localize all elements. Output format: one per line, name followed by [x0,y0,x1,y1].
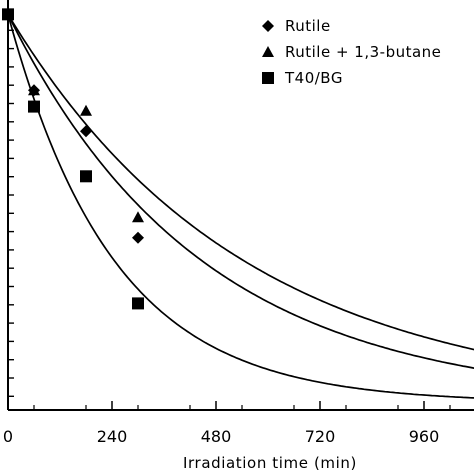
fit-curve [7,14,474,369]
legend-diamond-icon [262,20,274,32]
fit-curve [7,13,474,351]
x-axis-tick-label: 480 [201,427,232,446]
x-axis-tick-label: 960 [409,427,440,446]
square-point [132,297,144,310]
triangle-point [80,104,92,116]
legend-square-icon [262,72,274,84]
x-axis-ticks: 0 240 480 720 960 [3,401,451,446]
x-axis-label: Irradiation time (min) [183,454,357,472]
square-point [28,100,40,113]
diamond-point [132,231,144,244]
fit-curves [7,13,474,399]
data-points [2,8,144,310]
square-point [80,170,92,183]
fit-curve [7,14,474,399]
x-axis-tick-label: 0 [3,427,13,446]
series-square [2,8,144,310]
x-axis-tick-label: 240 [97,427,128,446]
triangle-point [132,211,144,223]
legend-label: Rutile + 1,3-butane [285,43,441,61]
square-point [2,8,14,21]
diamond-point [80,125,92,138]
x-axis-tick-label: 720 [305,427,336,446]
legend-label: Rutile [285,17,331,35]
triangle-point [28,84,40,96]
legend-label: T40/BG [284,69,343,87]
legend-triangle-icon [262,46,274,57]
legend: Rutile Rutile + 1,3-butane T40/BG [262,17,441,87]
